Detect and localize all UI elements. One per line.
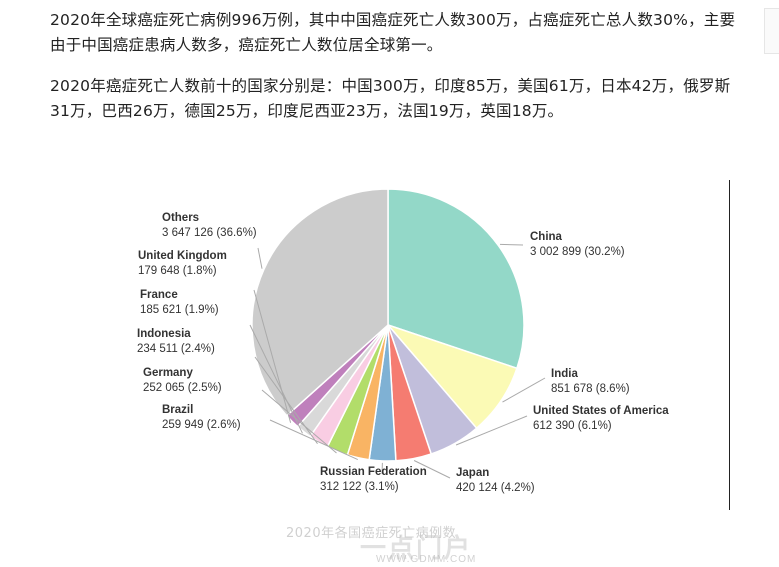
leader-line-united-kingdom xyxy=(253,289,292,423)
label-value-france: 185 621 (1.9%) xyxy=(140,304,219,316)
label-value-indonesia: 234 511 (2.4%) xyxy=(137,343,215,355)
chart-caption-watermark: 2020年各国癌症死亡病例数 xyxy=(286,526,457,541)
leader-line-china xyxy=(499,243,524,246)
page-edge-tab xyxy=(764,8,779,54)
label-name-united-states-of-america: United States of America xyxy=(533,405,669,417)
label-name-others: Others xyxy=(162,212,199,224)
leader-line-japan xyxy=(413,460,451,479)
label-name-india: India xyxy=(551,368,578,380)
top-ten-paragraph: 2020年癌症死亡人数前十的国家分别是：中国300万，印度85万，美国61万，日… xyxy=(50,77,731,120)
label-name-russian-federation: Russian Federation xyxy=(320,466,427,478)
leader-line-united-states-of-america xyxy=(455,415,528,446)
label-name-france: France xyxy=(140,289,178,301)
label-value-japan: 420 124 (4.2%) xyxy=(456,482,535,494)
label-value-brazil: 259 949 (2.6%) xyxy=(162,419,241,431)
site-url-watermark: WWW.GDMM.COM xyxy=(376,554,477,565)
label-value-united-kingdom: 179 648 (1.8%) xyxy=(138,265,217,277)
leader-line-others xyxy=(257,247,263,269)
label-value-others: 3 647 126 (36.6%) xyxy=(162,227,257,239)
site-logo-watermark: 一点门户 xyxy=(360,534,473,564)
label-name-united-kingdom: United Kingdom xyxy=(138,250,227,262)
label-name-brazil: Brazil xyxy=(162,404,193,416)
intro-paragraph: 2020年全球癌症死亡病例996万例，其中中国癌症死亡人数300万，占癌症死亡总… xyxy=(50,11,736,54)
label-value-russian-federation: 312 122 (3.1%) xyxy=(320,481,399,493)
leader-line-brazil xyxy=(269,419,359,461)
leader-line-india xyxy=(502,377,546,403)
label-value-india: 851 678 (8.6%) xyxy=(551,383,630,395)
label-value-china: 3 002 899 (30.2%) xyxy=(530,246,625,258)
label-name-indonesia: Indonesia xyxy=(137,328,191,340)
pie-slice-china xyxy=(387,188,525,370)
pie-slice-others xyxy=(251,188,389,417)
label-name-germany: Germany xyxy=(143,367,193,379)
label-value-germany: 252 065 (2.5%) xyxy=(143,382,222,394)
label-name-japan: Japan xyxy=(456,467,489,479)
label-value-united-states-of-america: 612 390 (6.1%) xyxy=(533,420,612,432)
label-name-china: China xyxy=(530,231,563,243)
leader-line-france xyxy=(249,324,303,434)
divider-line xyxy=(729,180,730,510)
leader-line-germany xyxy=(261,389,337,454)
